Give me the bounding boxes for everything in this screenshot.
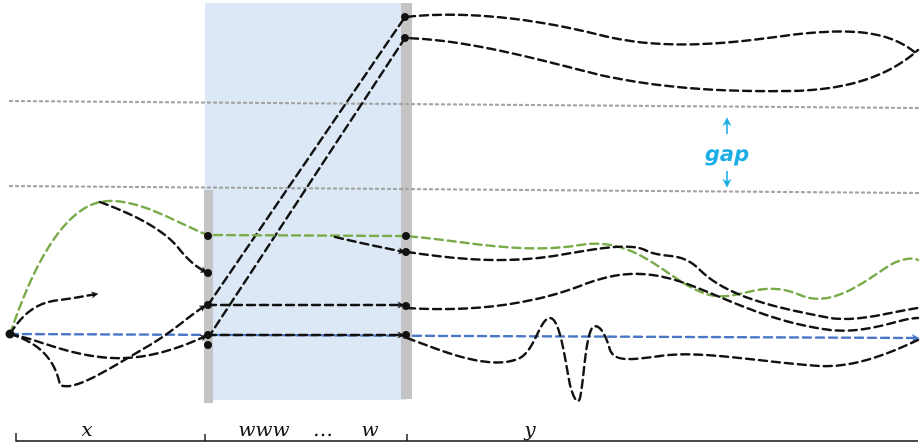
label-y: y [523, 417, 536, 441]
node-end-second [401, 34, 409, 42]
upper-threshold-line [8, 99, 920, 110]
segment-axis: x www … w y [15, 417, 918, 442]
gap-annotation: gap [705, 117, 749, 188]
window-end-bar [401, 3, 412, 399]
window-start-bar [204, 190, 213, 403]
node-end-252 [402, 248, 410, 256]
node-start-green [204, 232, 212, 240]
path-rising-top [206, 13, 920, 307]
label-ellipsis: … [313, 417, 333, 441]
node-end-335 [402, 331, 410, 339]
path-origin-short-arrow [8, 291, 99, 336]
label-x: x [81, 417, 92, 441]
axis-baseline [15, 433, 918, 442]
node-end-305 [402, 302, 410, 310]
node-start-345 [204, 341, 212, 349]
path-peak-branch [98, 200, 208, 274]
path-origin-to-window-mid [8, 332, 208, 360]
path-origin-down-loop [8, 304, 207, 388]
node-end-top [401, 13, 409, 21]
path-rising-second [206, 36, 920, 340]
path-blue [8, 332, 920, 342]
gap-label: gap [705, 142, 749, 166]
path-after-middle [405, 272, 920, 332]
node-end-green [402, 232, 410, 240]
window-region [205, 3, 407, 400]
node-start-272 [204, 269, 212, 277]
path-green [8, 199, 920, 336]
path-window-branch [333, 235, 406, 255]
label-www: www [238, 417, 289, 441]
path-after-upper [405, 245, 920, 321]
label-w: w [361, 417, 378, 441]
node-origin [5, 329, 15, 339]
node-start-335 [204, 331, 212, 339]
lower-threshold-line [8, 184, 920, 195]
node-dots [5, 13, 410, 349]
path-after-oscillating [405, 316, 920, 403]
node-start-305 [204, 301, 212, 309]
